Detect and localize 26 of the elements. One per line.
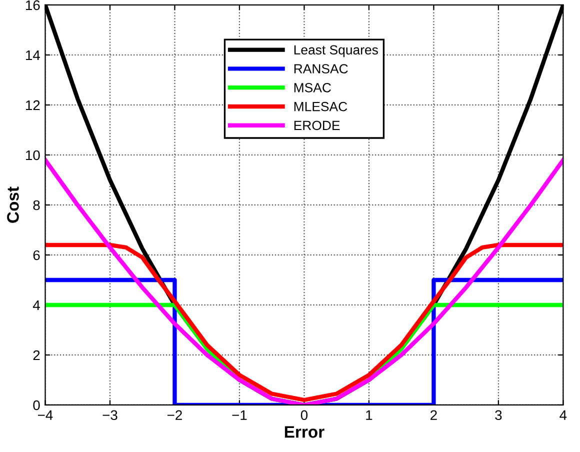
x-tick-label: 0 xyxy=(300,410,308,420)
x-tick-label: 4 xyxy=(560,410,567,420)
y-tick-label: 0 xyxy=(33,400,40,410)
x-tick-label: −2 xyxy=(167,410,182,420)
y-axis-title: Cost xyxy=(7,186,19,223)
y-tick-label: 2 xyxy=(33,350,40,360)
y-tick-label: 4 xyxy=(32,300,40,310)
x-tick-label: 1 xyxy=(366,410,372,420)
y-tick-label: 8 xyxy=(33,200,40,210)
y-tick-label: 16 xyxy=(26,0,40,10)
x-tick-label: 3 xyxy=(495,410,502,420)
legend-label: RANSAC xyxy=(294,64,348,74)
line-series xyxy=(45,242,564,402)
y-tick-label: 6 xyxy=(33,250,40,260)
x-tick-label: −3 xyxy=(102,410,118,420)
legend-label: ERODE xyxy=(294,120,340,130)
x-axis-title: Error xyxy=(284,426,324,438)
x-tick-label: −1 xyxy=(232,410,247,420)
y-tick-label: 14 xyxy=(26,50,40,60)
legend-label: MLESAC xyxy=(294,102,348,112)
x-tick-label: 2 xyxy=(430,410,437,420)
legend-label: Least Squares xyxy=(294,45,378,58)
y-tick-label: 10 xyxy=(26,150,40,160)
y-tick-label: 12 xyxy=(26,100,40,110)
x-tick-label: −4 xyxy=(38,410,53,420)
legend-label: MSAC xyxy=(294,82,331,92)
